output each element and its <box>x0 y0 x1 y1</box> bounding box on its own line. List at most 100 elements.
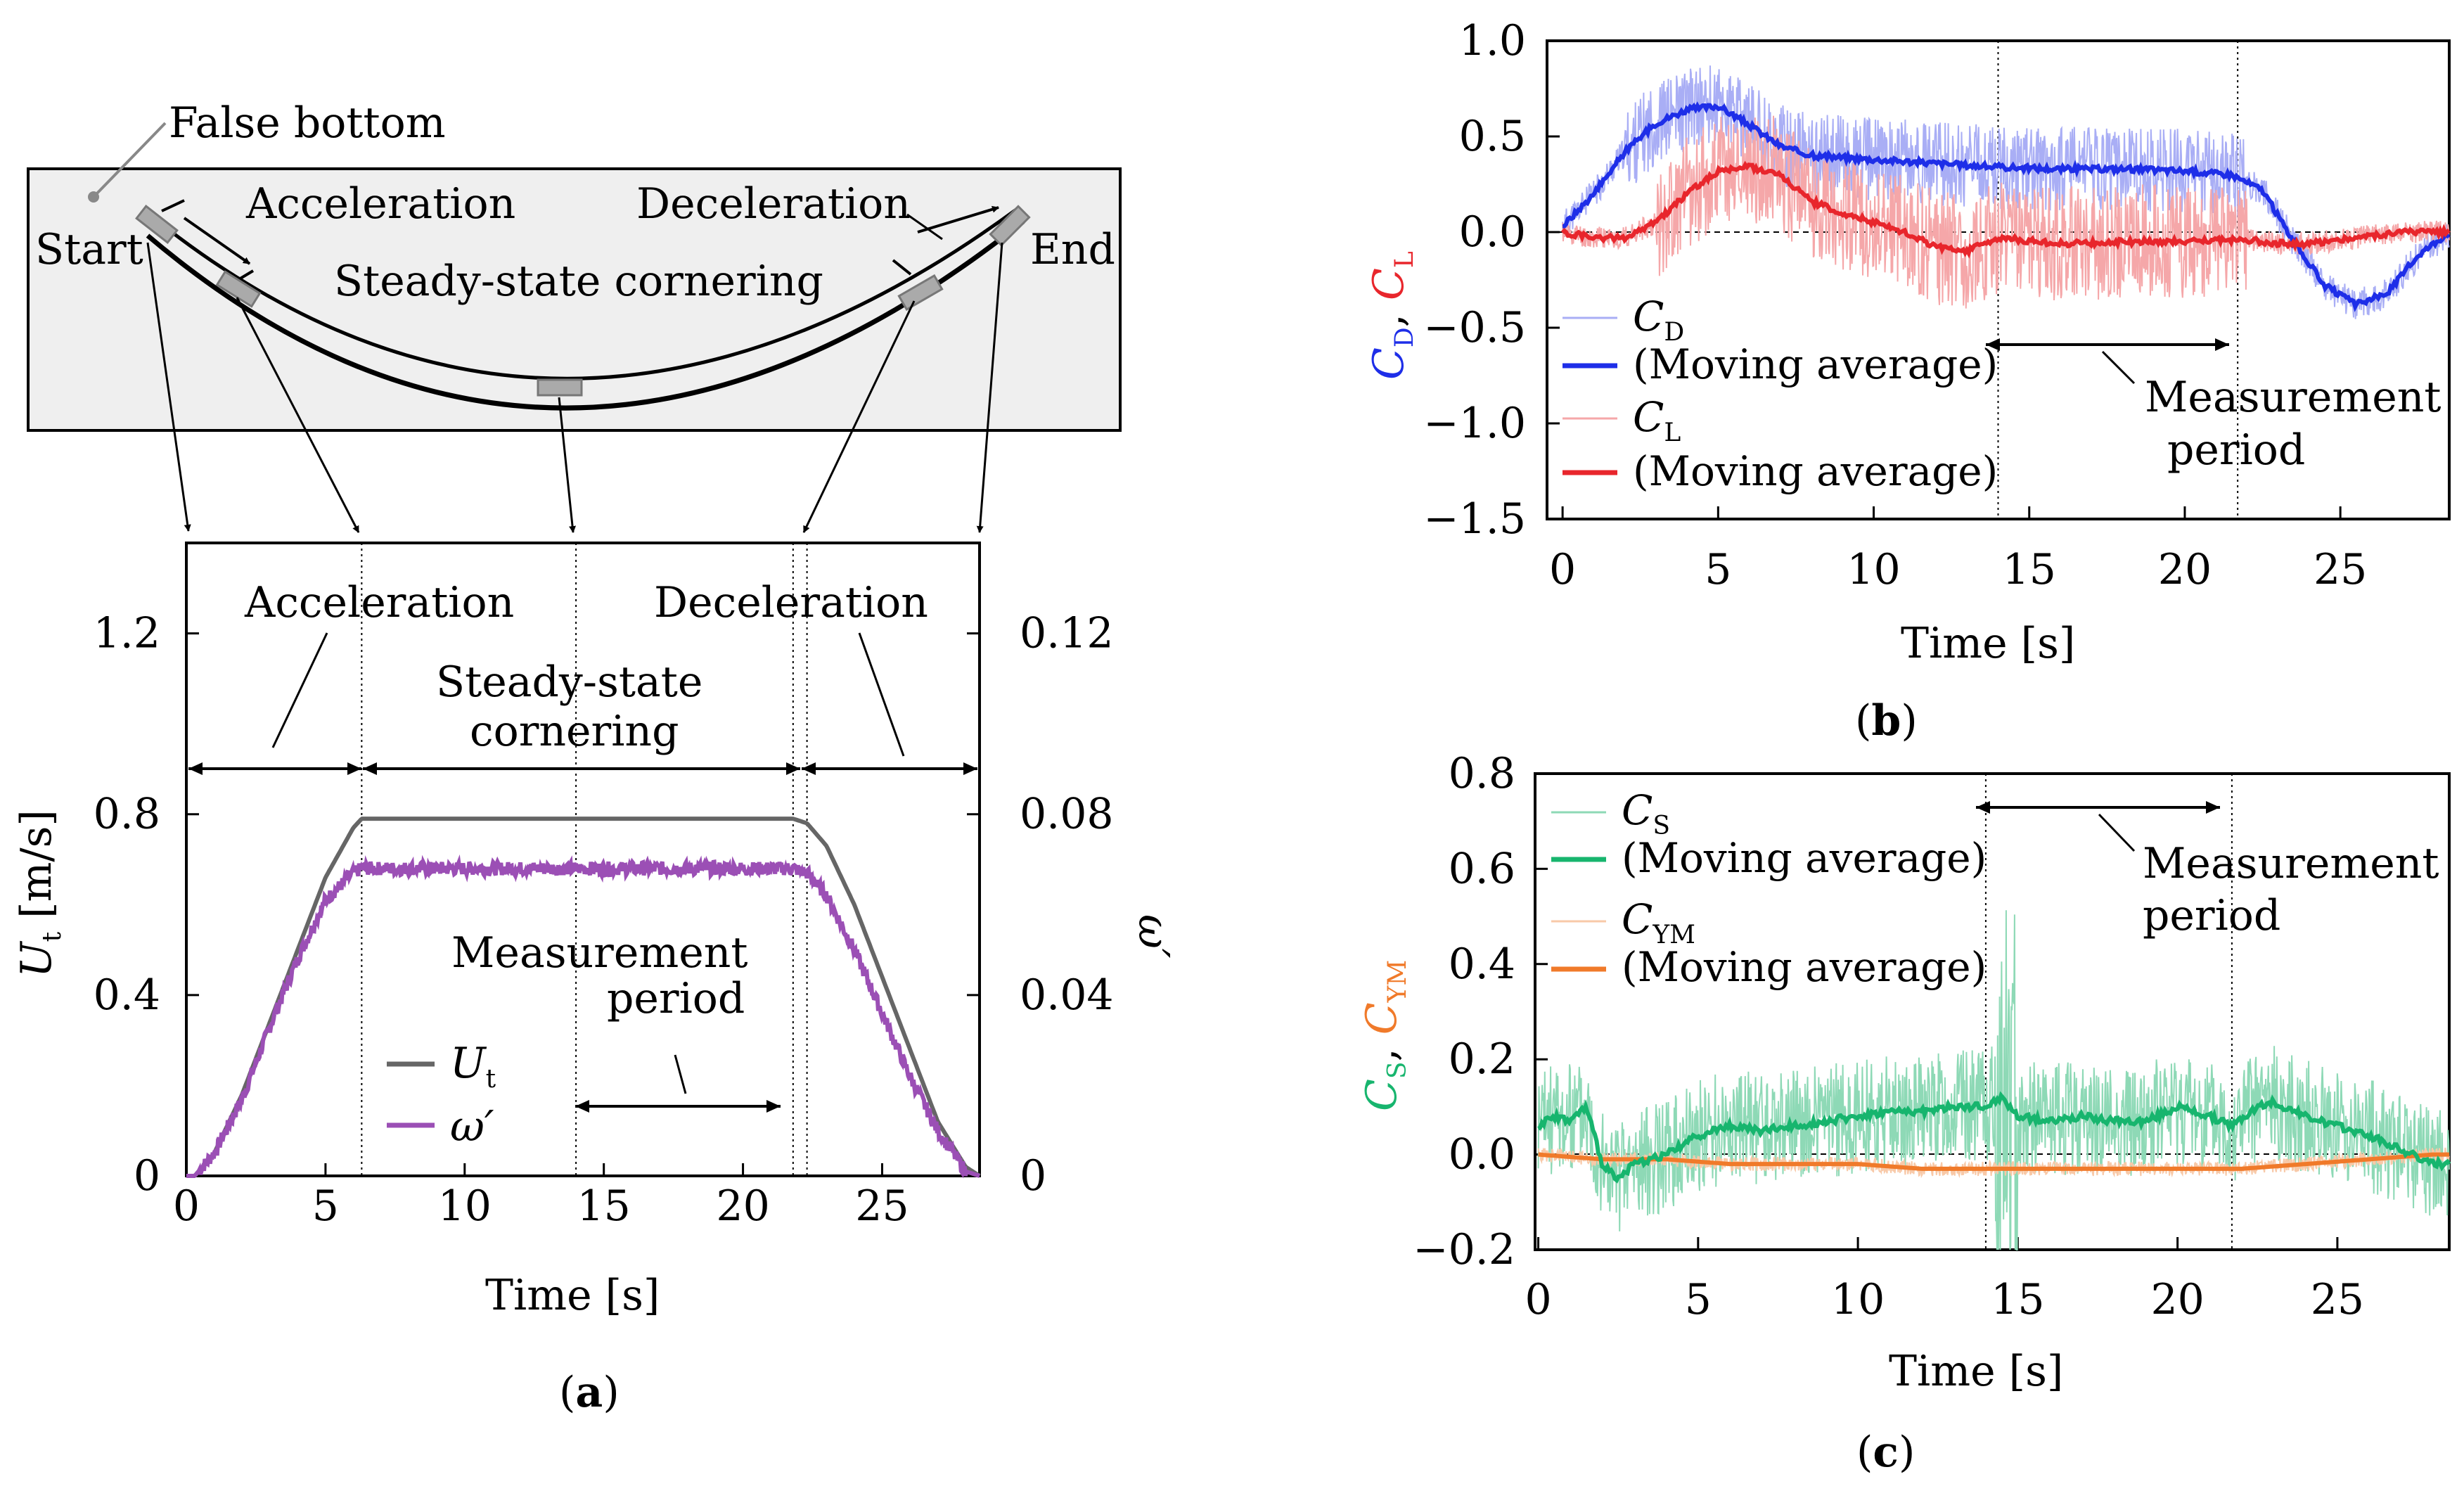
chart-a-leader-accel <box>271 632 328 748</box>
chart-b-measure-1: Measurement <box>2145 373 2441 422</box>
chart-c-xtick-label: 5 <box>1685 1275 1712 1324</box>
chart-b-cl-line <box>1560 160 2451 259</box>
accel-arrow <box>183 217 251 265</box>
chart-a-omega-line <box>186 854 980 1179</box>
chart-a-ytick-right-label: 0 <box>1020 1151 1046 1201</box>
conn-accel <box>236 297 360 533</box>
chart-b-legend-cl: CL <box>1633 393 1681 447</box>
chart-a-frame <box>185 542 981 1177</box>
chart-c-measure-leader <box>2098 813 2136 852</box>
chart-b-xtick-label: 5 <box>1705 545 1731 594</box>
chart-a-phase-accel: Acceleration <box>244 578 514 627</box>
chart-a-ytick-right-label: 0.12 <box>1020 609 1114 658</box>
chart-b-xtick-label: 25 <box>2314 545 2367 594</box>
chart-b-xtick-label: 0 <box>1549 545 1576 594</box>
schematic: False bottom Start End Acceleration Dece… <box>27 98 1122 533</box>
chart-a-xlabel: Time [s] <box>485 1271 660 1320</box>
conn-start <box>146 242 191 532</box>
chart-b-measure-2: period <box>2167 425 2305 475</box>
chart-a-ytick-label: 0.4 <box>94 971 160 1020</box>
chart-b-xlabel: Time [s] <box>1901 619 2075 668</box>
chart-a-measure-1: Measurement <box>451 928 748 978</box>
steady-label: Steady-state cornering <box>334 257 823 306</box>
chart-c-cs-raw <box>1537 910 2450 1250</box>
chart-a-legend-omega: ω′ <box>450 1102 494 1151</box>
chart-a-ytick-label: 0 <box>134 1151 160 1201</box>
track-outer <box>157 207 1018 380</box>
chart-c-cym-line <box>1538 1152 2449 1171</box>
chart-a-ytick-right-label: 0.04 <box>1020 971 1114 1020</box>
accel-tick <box>161 199 185 212</box>
chart-a-panel-label: (a) <box>559 1368 620 1417</box>
chart-c-legend-cs-ma-label: (Moving average) <box>1622 834 1987 882</box>
end-label: End <box>1030 225 1115 274</box>
chart-a: 0 5 10 15 20 25 0 0.4 0.8 1.2 0 0.04 0.08 0.12 Accele… <box>12 542 1178 1417</box>
chart-b-cd-raw <box>1562 65 2450 319</box>
chart-b-ytick-label: −1.0 <box>1423 399 1526 448</box>
chart-a-xtick-label: 15 <box>577 1182 631 1231</box>
chart-b-legend: CD (Moving average) CL (Moving average) <box>1563 293 1998 495</box>
chart-c-ytick-label: −0.2 <box>1413 1225 1515 1274</box>
chart-b: 0 5 10 15 20 25 1.0 0.5 0.0 −0.5 −1.0 −1.5 CD (Movi… <box>1364 16 2451 745</box>
chart-c-ytick-label: 0.8 <box>1449 749 1515 798</box>
chart-c-xtick-label: 20 <box>2150 1275 2204 1324</box>
chart-c-legend: CS (Moving average) CYM (Moving average) <box>1551 786 1987 991</box>
model-end <box>989 205 1031 247</box>
chart-c-panel-label: (c) <box>1856 1428 1915 1477</box>
chart-c-legend-cym-ma-label: (Moving average) <box>1622 943 1987 991</box>
chart-b-legend-cd: CD <box>1633 293 1684 347</box>
chart-b-ytick-label: 0.0 <box>1459 207 1526 257</box>
model-decel <box>897 274 944 312</box>
chart-c-frame <box>1534 772 2451 1251</box>
chart-c-ytick-label: 0.0 <box>1449 1130 1515 1179</box>
model-accel <box>215 270 262 308</box>
chart-b-panel-label: (b) <box>1855 696 1918 745</box>
chart-b-ytick-label: −0.5 <box>1423 303 1526 352</box>
chart-b-cd-line <box>1562 101 2451 312</box>
chart-c-legend-cs: CS <box>1622 786 1670 840</box>
chart-a-legend-ut-sub: t <box>486 1065 496 1094</box>
chart-b-xtick-label: 10 <box>1847 545 1900 594</box>
chart-a-xtick-label: 20 <box>716 1182 769 1231</box>
chart-b-ytick-label: 0.5 <box>1459 112 1526 161</box>
chart-b-xtick-label: 15 <box>2003 545 2056 594</box>
track-inner <box>146 219 1025 411</box>
chart-a-legend-ut: Ut <box>450 1039 496 1094</box>
chart-c-xtick-label: 25 <box>2311 1275 2364 1324</box>
chart-c-measure-1: Measurement <box>2143 839 2439 888</box>
chart-b-legend-cd-ma-label: (Moving average) <box>1633 340 1998 388</box>
chart-c-ytick-label: 0.2 <box>1449 1035 1515 1084</box>
chart-c-ylabel: CS, CYM <box>1357 960 1412 1111</box>
chart-c-xtick-label: 10 <box>1831 1275 1885 1324</box>
chart-b-measure-leader <box>2101 350 2136 385</box>
chart-b-ylabel: CD, CL <box>1364 251 1419 380</box>
false-bottom-leader <box>94 122 167 197</box>
chart-c-cs-line <box>1537 1091 2451 1184</box>
chart-a-leader-measure <box>674 1054 687 1094</box>
chart-a-ytick-right-label: 0.08 <box>1020 790 1114 839</box>
model-steady <box>537 378 583 397</box>
chart-c-xtick-label: 15 <box>1991 1275 2044 1324</box>
chart-a-leader-decel <box>858 632 905 757</box>
chart-a-xtick-label: 10 <box>438 1182 492 1231</box>
chart-a-measure-2: period <box>607 974 745 1023</box>
chart-a-xtick-label: 5 <box>312 1182 339 1231</box>
deceleration-label: Deceleration <box>636 179 911 229</box>
chart-a-steady-1: Steady-state <box>436 658 702 707</box>
chart-a-ylabel-right: ω′ <box>1129 914 1178 959</box>
chart-c-ytick-label: 0.4 <box>1449 940 1515 989</box>
chart-a-ytick-label: 0.8 <box>94 790 160 839</box>
chart-a-xtick-label: 0 <box>173 1182 200 1231</box>
chart-b-ytick-label: −1.5 <box>1423 494 1526 544</box>
conn-decel <box>802 300 916 533</box>
chart-a-steady-2: cornering <box>470 707 679 756</box>
chart-a-ylabel-left: Ut [m/s] <box>12 809 67 978</box>
chart-b-ytick-label: 1.0 <box>1459 16 1526 65</box>
chart-b-cl-raw <box>1562 115 2450 309</box>
chart-a-legend: Ut ω′ <box>387 1039 496 1151</box>
chart-c-measure-2: period <box>2143 891 2280 940</box>
false-bottom-dot <box>88 191 99 203</box>
start-label: Start <box>35 225 143 274</box>
conn-steady <box>558 397 577 533</box>
decel-leader <box>906 213 943 241</box>
